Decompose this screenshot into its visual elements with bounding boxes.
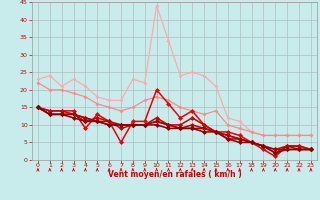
X-axis label: Vent moyen/en rafales ( km/h ): Vent moyen/en rafales ( km/h )	[108, 170, 241, 179]
